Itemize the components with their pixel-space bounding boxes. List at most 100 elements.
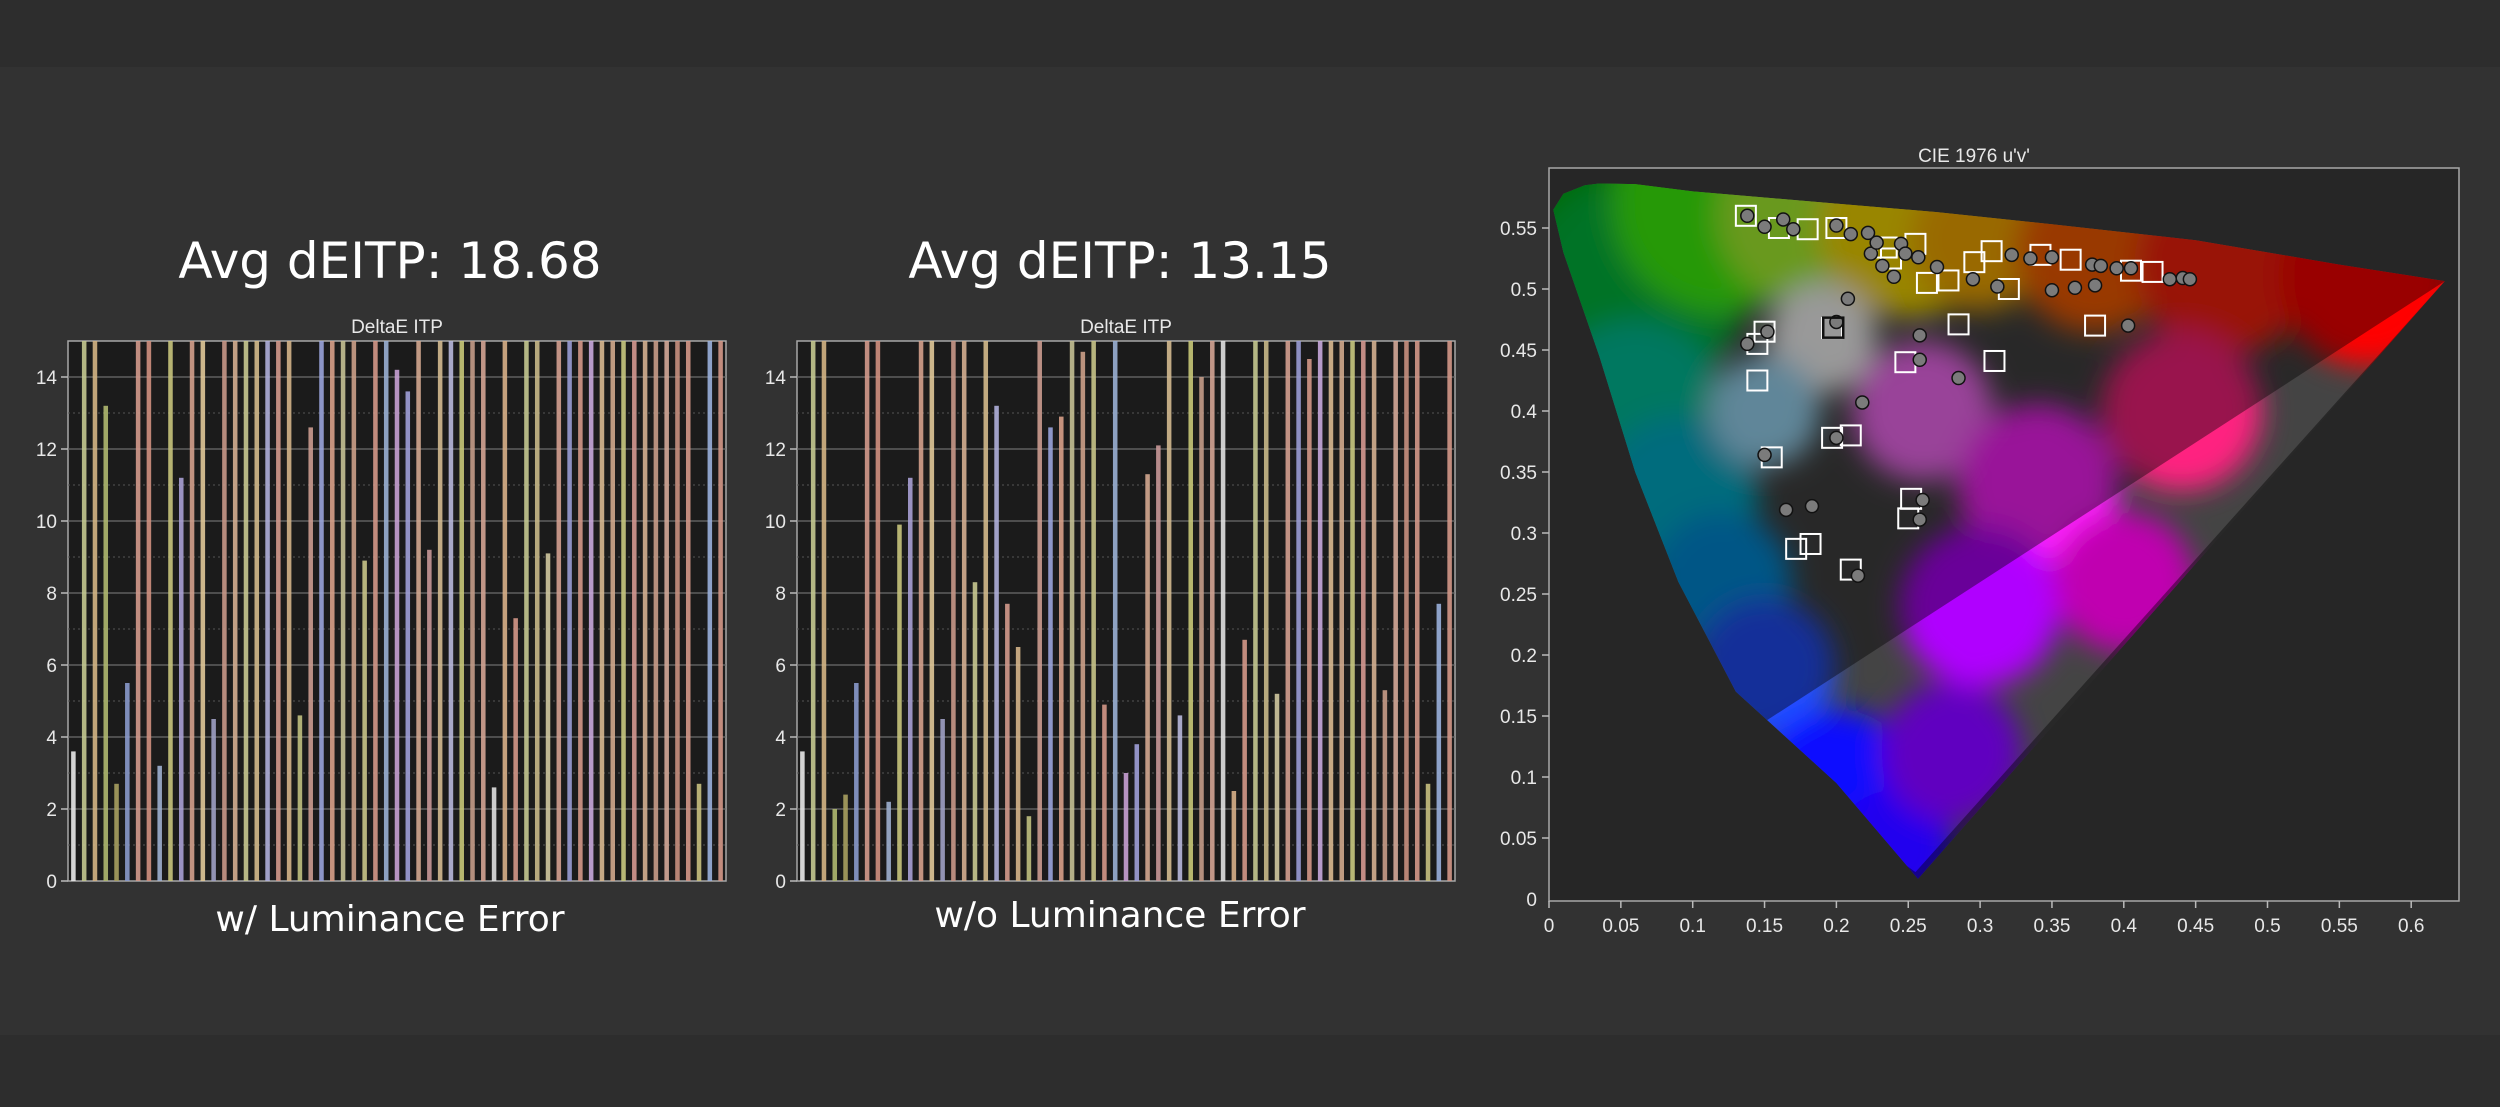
bar <box>189 341 195 881</box>
measured-marker <box>1757 447 1772 463</box>
bar <box>632 341 637 881</box>
measured-marker <box>1829 218 1844 233</box>
y-tick-label: 14 <box>36 368 58 389</box>
bar <box>222 341 227 881</box>
target-marker <box>1785 537 1808 560</box>
y-tick-label: 0.3 <box>1511 524 1537 545</box>
bar <box>362 560 367 881</box>
bar <box>1328 341 1334 881</box>
target-marker <box>1799 532 1822 555</box>
bar <box>1350 341 1355 881</box>
bar <box>907 477 913 881</box>
bar <box>178 477 184 881</box>
measured-marker <box>2093 258 2109 274</box>
bar <box>653 341 659 881</box>
bar <box>1404 341 1409 881</box>
measured-marker <box>1840 291 1856 307</box>
bar <box>556 341 562 881</box>
bar <box>696 783 702 881</box>
measured-marker <box>1855 395 1870 410</box>
measured-marker <box>1760 324 1775 339</box>
y-tick-label: 0.35 <box>1500 463 1537 484</box>
bar <box>1339 341 1345 881</box>
bar <box>1005 603 1010 881</box>
y-tick-label: 4 <box>775 728 786 749</box>
bar <box>1026 816 1032 881</box>
middle-caption: w/o Luminance Error <box>934 895 1306 936</box>
measured-marker <box>1843 226 1859 242</box>
y-tick-label: 0.4 <box>1511 402 1538 423</box>
x-tick-label: 0.15 <box>1746 916 1783 937</box>
target-marker <box>1734 204 1757 227</box>
bar <box>1145 474 1150 881</box>
measured-marker <box>1775 212 1791 227</box>
bar <box>854 683 859 881</box>
measured-marker <box>1778 502 1794 518</box>
x-tick-label: 0.2 <box>1823 916 1849 937</box>
bar <box>1436 603 1442 881</box>
bar <box>1134 744 1140 881</box>
bar <box>1080 351 1086 881</box>
bar <box>1307 359 1312 881</box>
measured-marker <box>2004 247 2019 263</box>
measured-marker <box>1912 512 1927 527</box>
bar <box>621 341 626 881</box>
measured-marker <box>2044 282 2060 298</box>
bar <box>1253 341 1258 881</box>
bar <box>810 341 816 881</box>
target-marker <box>2141 260 2164 283</box>
bar <box>1166 341 1172 881</box>
target-marker <box>2084 314 2107 337</box>
bar <box>416 341 421 881</box>
bar <box>886 801 891 881</box>
bar <box>832 809 838 881</box>
bar <box>491 787 497 881</box>
measured-marker <box>1804 498 1820 514</box>
measured-marker <box>2087 278 2103 293</box>
x-tick-label: 0.6 <box>2398 916 2424 937</box>
left-caption: w/ Luminance Error <box>215 899 565 940</box>
measured-marker <box>1740 336 1755 352</box>
measured-marker <box>1786 221 1801 237</box>
x-tick-label: 0.5 <box>2254 916 2280 937</box>
bar <box>1382 690 1388 881</box>
bar <box>545 553 551 881</box>
y-tick-label: 0.45 <box>1500 341 1537 362</box>
y-tick-label: 14 <box>765 368 787 389</box>
bar <box>800 751 805 881</box>
bar <box>1231 791 1237 881</box>
y-tick-label: 10 <box>36 512 57 533</box>
bar <box>588 341 594 881</box>
x-tick-label: 0 <box>1544 916 1555 937</box>
measured-marker <box>1886 269 1902 285</box>
bar <box>1156 445 1161 881</box>
bar <box>448 341 454 881</box>
bottom-band <box>0 1035 2500 1107</box>
chart-title: DeltaE ITP <box>1080 317 1172 338</box>
y-tick-label: 0.25 <box>1500 585 1537 606</box>
color-blob <box>2101 331 2262 491</box>
measured-marker <box>2123 261 2139 276</box>
chart-title: DeltaE ITP <box>351 317 443 338</box>
bar <box>1393 341 1398 881</box>
measured-marker <box>2182 271 2198 287</box>
bar <box>394 369 400 881</box>
bar <box>383 341 389 881</box>
bar <box>1447 341 1452 881</box>
bar <box>211 719 216 881</box>
bar <box>232 341 238 881</box>
x-tick-label: 0.4 <box>2111 916 2138 937</box>
cie-chromaticity-chart: CIE 1976 u'v' 0 0.05 0.1 0.15 0.2 0.25 0.3 0.35 0… <box>1500 146 2460 937</box>
x-tick-label: 0.55 <box>2321 916 2358 937</box>
bar <box>897 524 902 881</box>
y-tick-label: 0 <box>46 872 57 893</box>
bar <box>1220 341 1226 881</box>
bar <box>1317 341 1323 881</box>
y-tick-label: 10 <box>765 512 786 533</box>
measured-marker <box>1875 258 1890 274</box>
target-marker <box>1980 240 2003 263</box>
bar <box>918 341 924 881</box>
bar <box>1188 341 1193 881</box>
measured-marker <box>1863 246 1879 261</box>
bar <box>1361 341 1366 881</box>
